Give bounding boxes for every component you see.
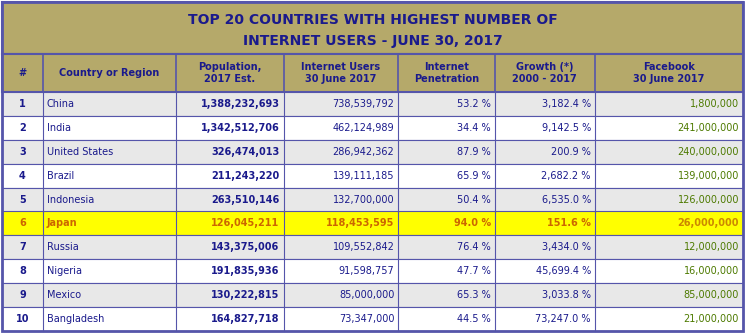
Text: 200.9 %: 200.9 % [551, 147, 591, 157]
Text: Country or Region: Country or Region [60, 68, 159, 78]
Text: 3,033.8 %: 3,033.8 % [542, 290, 591, 300]
Text: 286,942,362: 286,942,362 [333, 147, 394, 157]
Text: Internet
Penetration: Internet Penetration [414, 62, 479, 84]
Text: 3: 3 [19, 147, 26, 157]
Text: Indonesia: Indonesia [47, 194, 94, 204]
Text: 21,000,000: 21,000,000 [684, 314, 739, 324]
Text: 26,000,000: 26,000,000 [677, 218, 739, 228]
Text: 34.4 %: 34.4 % [457, 123, 491, 133]
Text: 6,535.0 %: 6,535.0 % [542, 194, 591, 204]
Text: 16,000,000: 16,000,000 [684, 266, 739, 276]
Bar [2, 2, 743, 54]
Text: 50.4 %: 50.4 % [457, 194, 491, 204]
Text: 126,000,000: 126,000,000 [677, 194, 739, 204]
Text: 118,453,595: 118,453,595 [326, 218, 394, 228]
Text: Russia: Russia [47, 242, 78, 252]
Text: 3,434.0 %: 3,434.0 % [542, 242, 591, 252]
Text: 326,474,013: 326,474,013 [212, 147, 279, 157]
Text: 6: 6 [19, 218, 26, 228]
Bar [2, 211, 743, 235]
Bar [2, 187, 743, 211]
Text: 2: 2 [19, 123, 26, 133]
Text: Population,
2017 Est.: Population, 2017 Est. [198, 62, 261, 84]
Text: 53.2 %: 53.2 % [457, 99, 491, 109]
Text: 1: 1 [19, 99, 26, 109]
Text: Growth (*)
2000 - 2017: Growth (*) 2000 - 2017 [513, 62, 577, 84]
Bar [2, 283, 743, 307]
Text: 139,111,185: 139,111,185 [333, 170, 394, 180]
Text: 462,124,989: 462,124,989 [333, 123, 394, 133]
Text: 73,247.0 %: 73,247.0 % [536, 314, 591, 324]
Text: Brazil: Brazil [47, 170, 74, 180]
Text: 44.5 %: 44.5 % [457, 314, 491, 324]
Text: 12,000,000: 12,000,000 [684, 242, 739, 252]
Text: 191,835,936: 191,835,936 [211, 266, 279, 276]
Text: 164,827,718: 164,827,718 [211, 314, 279, 324]
Text: 65.3 %: 65.3 % [457, 290, 491, 300]
Text: 151.6 %: 151.6 % [547, 218, 591, 228]
Text: 139,000,000: 139,000,000 [678, 170, 739, 180]
Text: United States: United States [47, 147, 113, 157]
Text: 1,342,512,706: 1,342,512,706 [201, 123, 279, 133]
Text: 91,598,757: 91,598,757 [339, 266, 394, 276]
Bar [2, 259, 743, 283]
Text: 9: 9 [19, 290, 26, 300]
Text: India: India [47, 123, 71, 133]
Text: 3,182.4 %: 3,182.4 % [542, 99, 591, 109]
Text: 738,539,792: 738,539,792 [332, 99, 394, 109]
Text: 240,000,000: 240,000,000 [677, 147, 739, 157]
Bar [2, 235, 743, 259]
Text: 47.7 %: 47.7 % [457, 266, 491, 276]
Text: 263,510,146: 263,510,146 [212, 194, 279, 204]
Text: 143,375,006: 143,375,006 [212, 242, 279, 252]
Text: 73,347,000: 73,347,000 [339, 314, 394, 324]
Text: TOP 20 COUNTRIES WITH HIGHEST NUMBER OF: TOP 20 COUNTRIES WITH HIGHEST NUMBER OF [188, 13, 557, 27]
Bar [2, 307, 743, 331]
Text: INTERNET USERS - JUNE 30, 2017: INTERNET USERS - JUNE 30, 2017 [243, 34, 502, 48]
Text: Bangladesh: Bangladesh [47, 314, 104, 324]
Text: 1,388,232,693: 1,388,232,693 [200, 99, 279, 109]
Text: 7: 7 [19, 242, 26, 252]
Text: 132,700,000: 132,700,000 [333, 194, 394, 204]
Text: Mexico: Mexico [47, 290, 81, 300]
Text: 5: 5 [19, 194, 26, 204]
Text: #: # [19, 68, 26, 78]
Text: 1,800,000: 1,800,000 [690, 99, 739, 109]
Text: 241,000,000: 241,000,000 [677, 123, 739, 133]
Text: 85,000,000: 85,000,000 [339, 290, 394, 300]
Text: 8: 8 [19, 266, 26, 276]
Text: 87.9 %: 87.9 % [457, 147, 491, 157]
Text: China: China [47, 99, 74, 109]
Text: 2,682.2 %: 2,682.2 % [542, 170, 591, 180]
Bar [2, 92, 743, 116]
Text: Japan: Japan [47, 218, 77, 228]
Text: 130,222,815: 130,222,815 [211, 290, 279, 300]
Text: 45,699.4 %: 45,699.4 % [536, 266, 591, 276]
Text: 9,142.5 %: 9,142.5 % [542, 123, 591, 133]
Text: 211,243,220: 211,243,220 [212, 170, 279, 180]
Bar [2, 164, 743, 187]
Text: 76.4 %: 76.4 % [457, 242, 491, 252]
Text: 65.9 %: 65.9 % [457, 170, 491, 180]
Text: 109,552,842: 109,552,842 [332, 242, 394, 252]
Bar [2, 54, 743, 92]
Text: Facebook
30 June 2017: Facebook 30 June 2017 [633, 62, 705, 84]
Text: 4: 4 [19, 170, 26, 180]
Text: 85,000,000: 85,000,000 [684, 290, 739, 300]
Text: Nigeria: Nigeria [47, 266, 82, 276]
Text: Internet Users
30 June 2017: Internet Users 30 June 2017 [302, 62, 381, 84]
Text: 94.0 %: 94.0 % [454, 218, 491, 228]
Bar [2, 140, 743, 164]
Text: 10: 10 [16, 314, 29, 324]
Bar [2, 116, 743, 140]
Text: 126,045,211: 126,045,211 [212, 218, 279, 228]
